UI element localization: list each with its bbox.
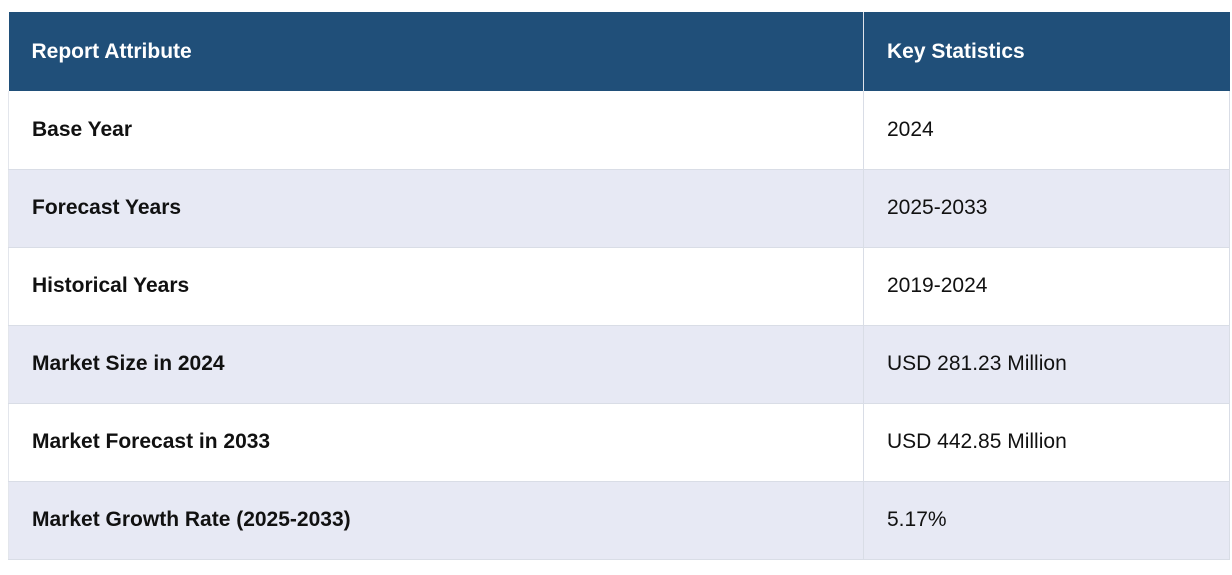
- attribute-cell: Historical Years: [8, 247, 864, 326]
- table-row: Market Forecast in 2033 USD 442.85 Milli…: [8, 403, 1230, 482]
- value-cell: 5.17%: [863, 481, 1230, 560]
- header-row: Report Attribute Key Statistics: [8, 12, 1230, 91]
- header-key-statistics: Key Statistics: [863, 12, 1230, 91]
- table-header: Report Attribute Key Statistics: [8, 12, 1230, 91]
- value-cell: USD 442.85 Million: [863, 403, 1230, 482]
- attribute-cell: Forecast Years: [8, 169, 864, 248]
- table-row: Market Size in 2024 USD 281.23 Million: [8, 325, 1230, 404]
- value-cell: 2024: [863, 91, 1230, 170]
- value-cell: USD 281.23 Million: [863, 325, 1230, 404]
- attribute-cell: Base Year: [8, 91, 864, 170]
- header-report-attribute: Report Attribute: [8, 12, 864, 91]
- table-row: Historical Years 2019-2024: [8, 247, 1230, 326]
- value-cell: 2025-2033: [863, 169, 1230, 248]
- attribute-cell: Market Growth Rate (2025-2033): [8, 481, 864, 560]
- table-row: Forecast Years 2025-2033: [8, 169, 1230, 248]
- attribute-cell: Market Forecast in 2033: [8, 403, 864, 482]
- table-row: Market Growth Rate (2025-2033) 5.17%: [8, 481, 1230, 560]
- attribute-cell: Market Size in 2024: [8, 325, 864, 404]
- value-cell: 2019-2024: [863, 247, 1230, 326]
- report-table-container: Report Attribute Key Statistics Base Yea…: [8, 12, 1230, 560]
- table-body: Base Year 2024 Forecast Years 2025-2033 …: [8, 91, 1230, 560]
- report-attributes-table: Report Attribute Key Statistics Base Yea…: [8, 12, 1230, 560]
- table-row: Base Year 2024: [8, 91, 1230, 170]
